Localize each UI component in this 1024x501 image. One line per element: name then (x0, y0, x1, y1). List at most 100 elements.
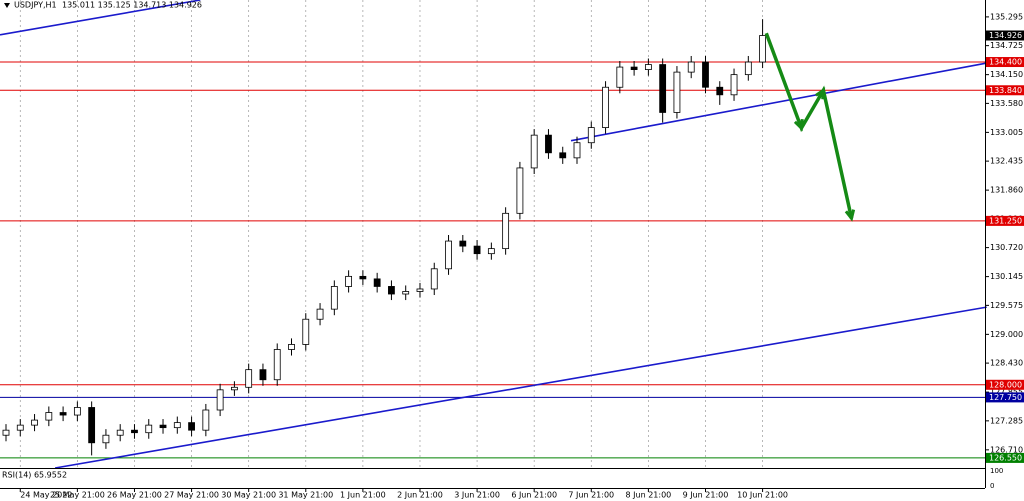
level-label-box (986, 215, 1024, 226)
candle-body (31, 419, 38, 426)
candle-body (445, 240, 452, 270)
trendline (0, 0, 201, 36)
arrow-head (815, 87, 826, 100)
candle-body (202, 409, 210, 431)
candle-body (602, 86, 609, 128)
arrow-head (844, 209, 856, 222)
trendline (54, 306, 987, 469)
x-tick-label: 26 May 21:00 (107, 491, 162, 500)
candle-body (530, 134, 538, 169)
y-tick-label: 129.575 (990, 301, 1023, 310)
candle-body (402, 291, 410, 295)
arrow-path (764, 32, 854, 219)
x-tick-label: 9 Jun 21:00 (683, 491, 729, 500)
rsi-tick-label: 100 (990, 467, 1003, 475)
candle-body (59, 412, 67, 416)
candle-body (102, 434, 110, 444)
candle-body (2, 429, 10, 436)
y-tick-label: 130.145 (990, 272, 1023, 281)
x-tick-label: 7 Jun 21:00 (568, 491, 614, 500)
rsi-label: RSI(14) 65.9552 (2, 471, 67, 480)
candle-body (145, 424, 153, 434)
y-tick-label: 131.860 (990, 186, 1023, 195)
candle-body (216, 389, 224, 411)
candle-body (430, 268, 438, 290)
candle-body (273, 349, 281, 381)
candle-body (416, 288, 424, 292)
candle-body (159, 424, 167, 429)
x-tick-label: 24 May 2022 (20, 491, 72, 500)
symbol: USDJPY,H1 (14, 1, 57, 10)
level-label: 131.250 (989, 216, 1022, 225)
candle-body (345, 275, 353, 287)
candle-body (88, 407, 96, 444)
y-tick-label: 128.430 (990, 359, 1023, 368)
candle-body (188, 422, 195, 431)
candle-body (259, 369, 267, 381)
y-tick-label: 134.150 (990, 70, 1023, 79)
candle-body (302, 318, 310, 345)
x-tick-label: 10 Jun 21:00 (737, 491, 788, 500)
candle-body (45, 412, 53, 421)
candle-body (231, 386, 238, 391)
x-tick-label: 27 May 21:00 (164, 491, 219, 500)
candle-body (131, 429, 138, 434)
x-tick-label: 25 May 21:00 (50, 491, 105, 500)
candle-body (288, 344, 295, 350)
candle-body (245, 369, 253, 388)
level-label-box (986, 392, 1024, 403)
plot-area (0, 0, 987, 469)
candle-body (473, 245, 481, 255)
candle-body (644, 64, 652, 70)
candle-body (559, 152, 567, 159)
candle-body (516, 167, 524, 214)
level-label-box (986, 452, 1024, 463)
y-tick-label: 126.710 (990, 445, 1023, 454)
candle-body (459, 240, 467, 247)
candle-body (73, 407, 81, 416)
candle-body (316, 308, 324, 320)
candle-body (330, 286, 338, 310)
level-label-box (986, 85, 1024, 96)
x-tick-label: 3 Jun 21:00 (454, 491, 500, 500)
candle-body (116, 429, 124, 436)
candle-body (373, 278, 381, 287)
candle-body (587, 127, 595, 144)
y-tick-label: 129.000 (990, 330, 1023, 339)
candle-body (173, 422, 181, 429)
candle-body (687, 61, 695, 73)
level-label-box (986, 57, 1024, 68)
candle-body (630, 66, 638, 70)
y-tick-label: 133.580 (990, 99, 1023, 108)
y-tick-label: 127.285 (990, 416, 1023, 425)
level-label: 128.000 (989, 380, 1022, 389)
candle-body (616, 66, 624, 88)
candle-body (673, 71, 681, 113)
y-tick-label: 132.435 (990, 157, 1023, 166)
x-tick-label: 31 May 21:00 (278, 491, 333, 500)
candle-body (16, 424, 24, 431)
rsi-tick-label: 0 (990, 482, 994, 490)
candle-body (502, 212, 510, 250)
candle-body (659, 64, 667, 113)
y-tick-label: 135.295 (990, 12, 1023, 21)
candle-body (487, 248, 495, 255)
price-label: 134.926 (989, 31, 1022, 40)
x-tick-label: 1 Jun 21:00 (340, 491, 386, 500)
candle-body (359, 275, 367, 280)
y-tick-label: 133.005 (990, 128, 1023, 137)
candle-body (716, 86, 724, 96)
level-label: 127.750 (989, 393, 1022, 402)
level-label: 133.840 (989, 86, 1022, 95)
candle-body (730, 74, 738, 96)
level-label-box (986, 379, 1024, 390)
x-tick-label: 6 Jun 21:00 (511, 491, 557, 500)
level-label: 134.400 (989, 58, 1022, 67)
x-tick-label: 2 Jun 21:00 (397, 491, 443, 500)
candle-body (388, 286, 395, 295)
candle-body (702, 61, 709, 88)
candle-body (759, 35, 766, 63)
level-label: 126.550 (989, 453, 1022, 462)
candle-body (545, 134, 552, 154)
